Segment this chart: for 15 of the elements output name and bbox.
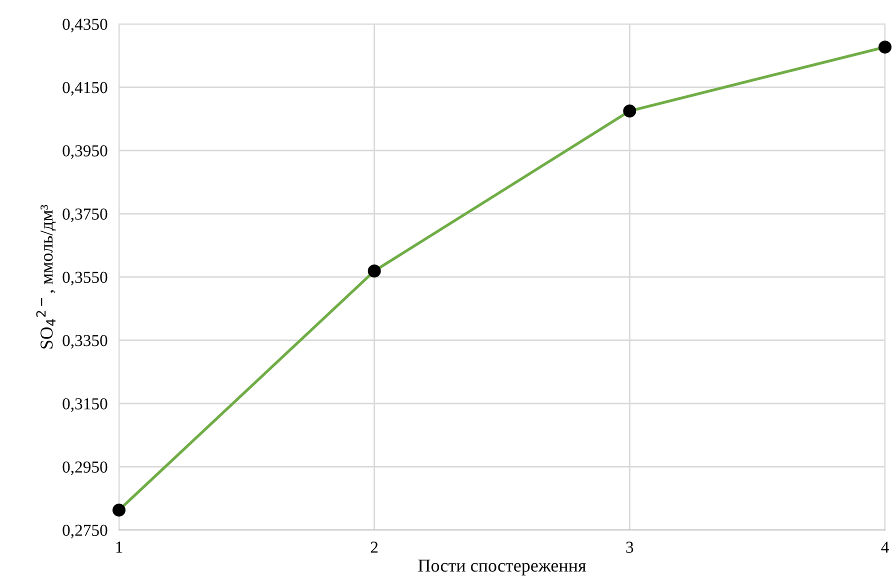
x-tick-label: 1 (116, 542, 122, 553)
y-tick-label: 0,3950 (62, 145, 108, 159)
y-tick-label: 0,2750 (62, 524, 108, 538)
y-tick-label: 0,4150 (62, 82, 108, 96)
y-tick-label: 0,3150 (62, 398, 108, 412)
y-tick-label: 0,2950 (62, 461, 108, 476)
x-tick-label: 4 (881, 542, 889, 553)
y-axis-title: SO$_{4}$$^{2−}$, ммоль/дм³ (36, 204, 56, 348)
x-tick-label: 3 (626, 542, 634, 553)
y-tick-label: 0,3550 (62, 272, 108, 286)
x-axis-title: Пости спостереження (418, 560, 586, 576)
y-tick-label: 0,4350 (62, 18, 108, 32)
x-tick-label: 2 (370, 542, 378, 553)
y-tick-label: 0,3750 (62, 208, 108, 222)
y-tick-label: 0,3350 (62, 334, 108, 349)
